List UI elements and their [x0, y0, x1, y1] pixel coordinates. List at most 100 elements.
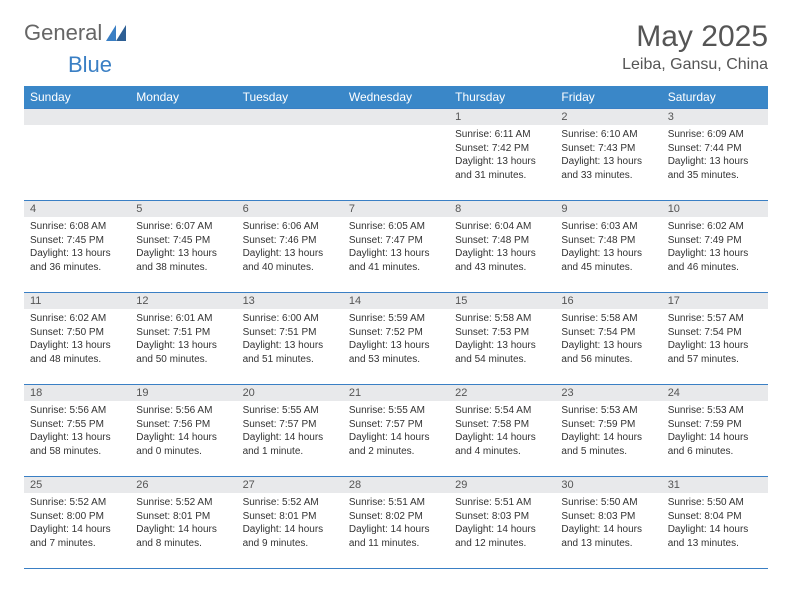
sunrise-text: Sunrise: 5:50 AM	[561, 496, 655, 510]
day-number: 7	[343, 201, 449, 217]
day-number: 9	[555, 201, 661, 217]
day-header: Tuesday	[237, 86, 343, 109]
logo: General	[24, 20, 128, 46]
sunset-text: Sunset: 7:43 PM	[561, 142, 655, 156]
day-number: 29	[449, 477, 555, 493]
sunset-text: Sunset: 7:47 PM	[349, 234, 443, 248]
sunrise-text: Sunrise: 5:51 AM	[349, 496, 443, 510]
day-number: 18	[24, 385, 130, 401]
sunset-text: Sunset: 7:48 PM	[561, 234, 655, 248]
day-number: 27	[237, 477, 343, 493]
sunrise-text: Sunrise: 5:53 AM	[561, 404, 655, 418]
day-header: Thursday	[449, 86, 555, 109]
calendar-cell: 24Sunrise: 5:53 AMSunset: 7:59 PMDayligh…	[662, 385, 768, 477]
calendar-cell: 16Sunrise: 5:58 AMSunset: 7:54 PMDayligh…	[555, 293, 661, 385]
daylight-line1: Daylight: 13 hours	[349, 339, 443, 353]
logo-text-2: Blue	[68, 52, 112, 77]
sunrise-text: Sunrise: 5:52 AM	[136, 496, 230, 510]
calendar-cell: 14Sunrise: 5:59 AMSunset: 7:52 PMDayligh…	[343, 293, 449, 385]
sunset-text: Sunset: 7:48 PM	[455, 234, 549, 248]
sunrise-text: Sunrise: 5:51 AM	[455, 496, 549, 510]
sunset-text: Sunset: 7:55 PM	[30, 418, 124, 432]
day-number: 21	[343, 385, 449, 401]
logo-line2-wrap: Blue	[24, 52, 768, 78]
day-number: 10	[662, 201, 768, 217]
calendar-cell: 30Sunrise: 5:50 AMSunset: 8:03 PMDayligh…	[555, 477, 661, 569]
calendar-cell: 12Sunrise: 6:01 AMSunset: 7:51 PMDayligh…	[130, 293, 236, 385]
sunrise-text: Sunrise: 5:52 AM	[243, 496, 337, 510]
sunrise-text: Sunrise: 5:59 AM	[349, 312, 443, 326]
day-details: Sunrise: 5:52 AMSunset: 8:00 PMDaylight:…	[24, 493, 130, 554]
daylight-line1: Daylight: 13 hours	[668, 339, 762, 353]
sunset-text: Sunset: 7:54 PM	[668, 326, 762, 340]
month-title: May 2025	[622, 20, 768, 54]
sunrise-text: Sunrise: 5:50 AM	[668, 496, 762, 510]
sunrise-text: Sunrise: 5:56 AM	[136, 404, 230, 418]
daylight-line1: Daylight: 13 hours	[561, 155, 655, 169]
day-number: 4	[24, 201, 130, 217]
day-number: 11	[24, 293, 130, 309]
sunrise-text: Sunrise: 5:55 AM	[349, 404, 443, 418]
calendar-cell: 6Sunrise: 6:06 AMSunset: 7:46 PMDaylight…	[237, 201, 343, 293]
day-number: 2	[555, 109, 661, 125]
sunset-text: Sunset: 7:57 PM	[243, 418, 337, 432]
calendar-row: 25Sunrise: 5:52 AMSunset: 8:00 PMDayligh…	[24, 477, 768, 569]
day-details: Sunrise: 6:00 AMSunset: 7:51 PMDaylight:…	[237, 309, 343, 370]
day-number: 15	[449, 293, 555, 309]
daylight-line2: and 50 minutes.	[136, 353, 230, 367]
daylight-line2: and 43 minutes.	[455, 261, 549, 275]
sunrise-text: Sunrise: 6:03 AM	[561, 220, 655, 234]
daylight-line2: and 31 minutes.	[455, 169, 549, 183]
daylight-line1: Daylight: 14 hours	[136, 431, 230, 445]
sunset-text: Sunset: 7:51 PM	[136, 326, 230, 340]
daylight-line1: Daylight: 14 hours	[349, 431, 443, 445]
sunrise-text: Sunrise: 5:53 AM	[668, 404, 762, 418]
day-details: Sunrise: 6:06 AMSunset: 7:46 PMDaylight:…	[237, 217, 343, 278]
daylight-line1: Daylight: 14 hours	[561, 523, 655, 537]
sunrise-text: Sunrise: 6:04 AM	[455, 220, 549, 234]
calendar-cell: 21Sunrise: 5:55 AMSunset: 7:57 PMDayligh…	[343, 385, 449, 477]
day-header: Sunday	[24, 86, 130, 109]
day-number: 22	[449, 385, 555, 401]
day-number: 17	[662, 293, 768, 309]
day-number: 1	[449, 109, 555, 125]
daylight-line2: and 8 minutes.	[136, 537, 230, 551]
daylight-line2: and 46 minutes.	[668, 261, 762, 275]
daylight-line2: and 1 minute.	[243, 445, 337, 459]
day-header-row: Sunday Monday Tuesday Wednesday Thursday…	[24, 86, 768, 109]
sunset-text: Sunset: 7:45 PM	[136, 234, 230, 248]
daylight-line2: and 38 minutes.	[136, 261, 230, 275]
calendar-cell: 5 Sunrise: 6:07 AMSunset: 7:45 PMDaylight…	[130, 201, 236, 293]
day-details: Sunrise: 6:02 AMSunset: 7:50 PMDaylight:…	[24, 309, 130, 370]
daylight-line1: Daylight: 13 hours	[30, 339, 124, 353]
calendar-row: 1Sunrise: 6:11 AMSunset: 7:42 PMDaylight…	[24, 109, 768, 201]
day-details: Sunrise: 5:51 AMSunset: 8:02 PMDaylight:…	[343, 493, 449, 554]
day-number: 5	[130, 201, 236, 217]
daylight-line2: and 33 minutes.	[561, 169, 655, 183]
daylight-line1: Daylight: 14 hours	[243, 523, 337, 537]
daylight-line2: and 6 minutes.	[668, 445, 762, 459]
sunset-text: Sunset: 8:03 PM	[561, 510, 655, 524]
sunrise-text: Sunrise: 6:07 AM	[136, 220, 230, 234]
calendar-cell: 1Sunrise: 6:11 AMSunset: 7:42 PMDaylight…	[449, 109, 555, 201]
day-details: Sunrise: 5:50 AMSunset: 8:03 PMDaylight:…	[555, 493, 661, 554]
day-number: 16	[555, 293, 661, 309]
day-details: Sunrise: 6:01 AMSunset: 7:51 PMDaylight:…	[130, 309, 236, 370]
calendar-cell: 26Sunrise: 5:52 AMSunset: 8:01 PMDayligh…	[130, 477, 236, 569]
daylight-line1: Daylight: 13 hours	[561, 247, 655, 261]
calendar-cell: 10Sunrise: 6:02 AMSunset: 7:49 PMDayligh…	[662, 201, 768, 293]
day-number: 25	[24, 477, 130, 493]
daylight-line1: Daylight: 14 hours	[668, 431, 762, 445]
day-details: Sunrise: 6:02 AMSunset: 7:49 PMDaylight:…	[662, 217, 768, 278]
sunrise-text: Sunrise: 5:58 AM	[561, 312, 655, 326]
calendar-cell: 8Sunrise: 6:04 AMSunset: 7:48 PMDaylight…	[449, 201, 555, 293]
daylight-line2: and 56 minutes.	[561, 353, 655, 367]
daylight-line1: Daylight: 13 hours	[455, 339, 549, 353]
day-header: Friday	[555, 86, 661, 109]
calendar-cell: 27Sunrise: 5:52 AMSunset: 8:01 PMDayligh…	[237, 477, 343, 569]
daylight-line1: Daylight: 14 hours	[136, 523, 230, 537]
day-details: Sunrise: 6:04 AMSunset: 7:48 PMDaylight:…	[449, 217, 555, 278]
day-number: 23	[555, 385, 661, 401]
daylight-line1: Daylight: 13 hours	[136, 247, 230, 261]
day-details: Sunrise: 5:53 AMSunset: 7:59 PMDaylight:…	[662, 401, 768, 462]
